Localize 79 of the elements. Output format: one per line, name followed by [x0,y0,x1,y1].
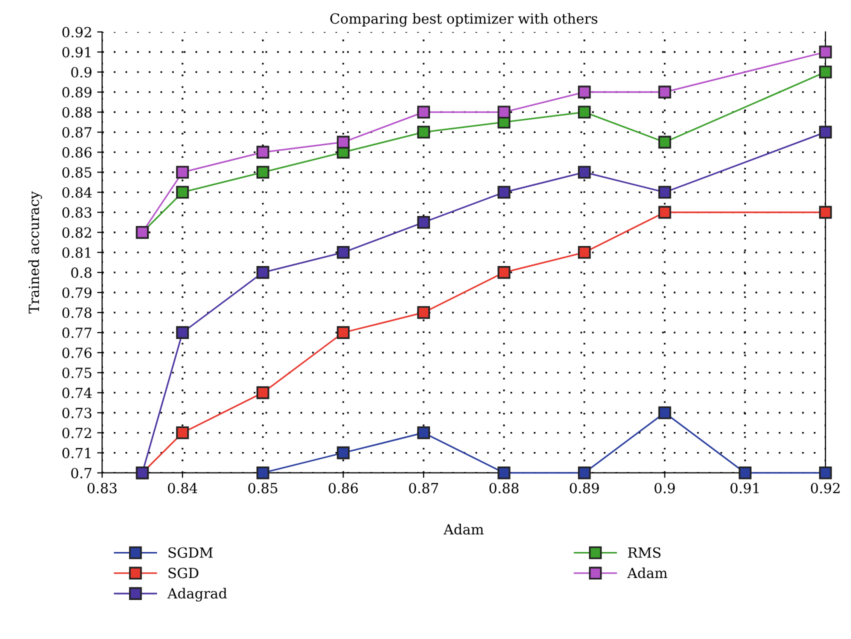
point [658,186,672,199]
x-tick-label: 0.86 [328,482,358,494]
legend-label: SGDM [168,547,213,558]
point [578,246,591,259]
y-tick-label: 0.84 [62,187,92,198]
point [578,166,591,179]
x-axis-title: Adam [444,524,484,535]
point [658,206,672,219]
point [417,306,430,319]
y-tick-label: 0.81 [62,247,90,258]
y-tick-label: 0.75 [62,368,92,378]
point [417,216,430,229]
y-tick-label: 0.71 [62,448,90,458]
point [498,466,510,480]
y-tick-label: 0.77 [62,328,92,338]
x-tick-label: 0.85 [248,482,278,494]
point [578,86,591,98]
x-tick-label: 0.83 [88,482,117,494]
point [498,186,510,199]
y-tick-label: 0.86 [62,147,92,158]
y-axis-title: Trained accuracy [28,191,42,314]
y-tick-label: 0.74 [62,388,92,398]
point [417,426,430,440]
point [336,136,350,149]
point [417,106,430,119]
y-tick-label: 0.83 [62,207,92,218]
y-tick-label: 0.82 [62,227,92,238]
point [819,66,832,78]
point [578,106,591,119]
y-tick-label: 0.7 [71,468,92,478]
point [176,166,189,179]
x-tick-label: 0.87 [409,482,438,494]
y-tick-label: 0.76 [62,348,92,358]
y-tick-label: 0.85 [62,167,92,178]
y-tick-label: 0.92 [62,26,92,38]
y-tick-label: 0.79 [62,287,92,298]
point [336,446,350,460]
point [336,246,350,259]
point [819,46,832,58]
point [658,86,672,98]
point [176,426,189,440]
x-tick-label: 0.92 [810,482,840,494]
y-tick-label: 0.89 [62,87,92,98]
point [336,326,350,339]
y-tick-label: 0.8 [71,267,92,278]
point [256,266,270,279]
y-tick-label: 0.73 [62,408,92,418]
chart-title: Comparing best optimizer with others [330,13,598,27]
point [176,186,189,199]
x-tick-label: 0.84 [168,482,198,494]
point [819,126,832,139]
point [256,166,270,179]
y-tick-label: 0.78 [62,308,92,318]
legend-label: SGD [168,568,198,578]
y-tick-label: 0.87 [62,127,92,138]
x-tick-label: 0.89 [570,482,599,494]
y-tick-label: 0.91 [62,46,90,58]
point [498,106,510,119]
x-tick-label: 0.9 [654,482,675,494]
legend-label: Adagrad [167,588,227,602]
point [256,466,270,480]
legend-label: RMS [628,547,660,558]
y-tick-label: 0.88 [62,107,92,118]
y-tick-label: 0.9 [71,67,92,78]
point [578,466,591,480]
legend-label: Adam [627,567,668,578]
point [738,466,752,480]
point [498,266,510,279]
point [658,136,672,149]
point [819,466,832,480]
point [819,206,832,219]
point [256,386,270,400]
x-tick-label: 0.91 [730,482,759,494]
point [658,406,672,420]
point [176,326,189,339]
point [256,146,270,159]
y-tick-label: 0.72 [62,428,92,438]
x-tick-label: 0.88 [489,482,519,494]
point [417,126,430,139]
